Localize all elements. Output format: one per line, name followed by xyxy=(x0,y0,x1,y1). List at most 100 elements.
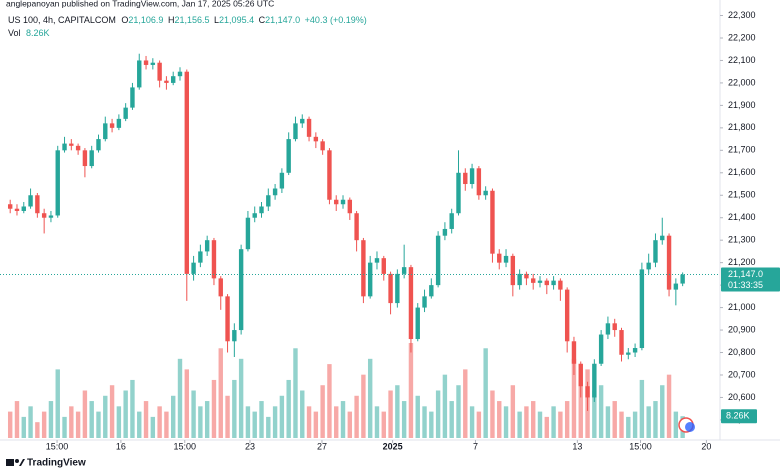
y-tick-label: 21,700 xyxy=(728,145,756,155)
volume-bar xyxy=(116,406,122,438)
volume-bar xyxy=(334,406,339,438)
candle-body xyxy=(123,107,128,119)
volume-bar xyxy=(510,385,516,438)
candle-body xyxy=(510,255,516,286)
y-tick-label: 21,300 xyxy=(728,235,756,245)
candle-body xyxy=(605,323,611,335)
volume-bar xyxy=(157,406,162,438)
volume-bar xyxy=(123,390,128,438)
x-tick-label: 2025 xyxy=(383,441,403,451)
volume-bar xyxy=(109,385,115,438)
x-tick-label: 20 xyxy=(701,441,711,451)
volume-bar xyxy=(279,395,285,438)
volume-bar xyxy=(598,385,604,438)
ohlc-key: H xyxy=(168,15,175,25)
candle-body xyxy=(374,258,380,263)
y-tick-label: 22,300 xyxy=(728,10,756,20)
candle-body xyxy=(626,352,631,355)
logo-mark xyxy=(19,459,25,466)
candle-body xyxy=(75,145,81,151)
volume-bar xyxy=(48,401,54,438)
volume-bar xyxy=(524,406,529,438)
y-tick-label: 21,600 xyxy=(728,167,756,177)
candle-body xyxy=(103,123,108,140)
volume-bar xyxy=(184,369,189,438)
candle-body xyxy=(401,267,407,274)
candle-body xyxy=(204,240,210,252)
volume-bar xyxy=(164,411,169,438)
candle-body xyxy=(334,199,339,205)
candle-body xyxy=(680,274,685,284)
y-tick-label: 21,500 xyxy=(728,190,756,200)
volume-bar xyxy=(646,406,651,438)
plot-area xyxy=(0,53,720,411)
y-tick-label: 22,200 xyxy=(728,32,756,42)
volume-bar xyxy=(89,401,94,438)
candle-body xyxy=(449,213,454,229)
candle-body xyxy=(252,213,257,218)
candle-body xyxy=(483,190,488,196)
candle-body xyxy=(116,118,122,128)
volume-bar xyxy=(537,411,543,438)
candle-body xyxy=(476,168,482,196)
candle-body xyxy=(544,280,549,286)
volume-bar xyxy=(388,390,393,438)
volume-bar xyxy=(232,379,237,438)
candle-body xyxy=(21,206,26,211)
candle-body xyxy=(225,296,230,342)
volume-bar xyxy=(490,390,495,438)
volume-bar xyxy=(286,379,291,438)
y-tick-label: 21,000 xyxy=(728,302,756,312)
candle-body xyxy=(585,386,590,398)
candle-body xyxy=(300,118,305,124)
volume-bar xyxy=(435,390,441,438)
volume-bar xyxy=(653,401,658,438)
volume-bar xyxy=(137,411,142,438)
ohlc-key: O xyxy=(121,15,128,25)
footer-logo: TradingView xyxy=(6,458,86,469)
volume-bar xyxy=(612,401,617,438)
volume-value: 8.26K xyxy=(26,28,50,38)
y-tick-label: 22,000 xyxy=(728,77,756,87)
volume-bar xyxy=(401,401,407,438)
candle-body xyxy=(340,199,346,205)
candle-body xyxy=(598,334,604,364)
ohlc-value: 21,106.9 xyxy=(128,15,163,25)
candle-body xyxy=(89,150,94,167)
candle-body xyxy=(381,258,386,274)
candle-body xyxy=(592,363,597,398)
volume-bar xyxy=(320,385,325,438)
candle-body xyxy=(55,150,60,216)
candle-body xyxy=(435,235,441,286)
candle-body xyxy=(660,235,665,241)
volume-bar xyxy=(96,411,101,438)
candle-body xyxy=(639,269,645,349)
candle-body xyxy=(62,143,67,151)
volume-bar xyxy=(463,369,468,438)
volume-bar xyxy=(374,406,380,438)
candle-body xyxy=(558,280,563,290)
volume-bar xyxy=(69,406,74,438)
volume-bar xyxy=(354,395,359,438)
volume-bar xyxy=(82,390,88,438)
candle-body xyxy=(673,283,679,290)
volume-bar xyxy=(544,416,549,438)
logo-mark xyxy=(15,459,19,463)
volume-bar xyxy=(422,406,427,438)
x-tick-label: 15:00 xyxy=(173,441,196,451)
volume-bar xyxy=(35,422,40,438)
volume-bar xyxy=(361,374,366,438)
candle-body xyxy=(245,217,251,250)
candle-body xyxy=(666,235,672,290)
candle-body xyxy=(150,62,156,65)
candle-body xyxy=(238,249,244,331)
candle-body xyxy=(293,123,298,140)
ohlc-value: 21,095.4 xyxy=(219,15,254,25)
volume-pane xyxy=(7,343,685,438)
x-tick-label: 15:00 xyxy=(46,441,69,451)
y-tick-label: 20,700 xyxy=(728,369,756,379)
candle-body xyxy=(272,188,278,196)
volume-bar xyxy=(150,416,156,438)
volume-bar xyxy=(571,358,577,438)
candle-body xyxy=(551,280,556,286)
